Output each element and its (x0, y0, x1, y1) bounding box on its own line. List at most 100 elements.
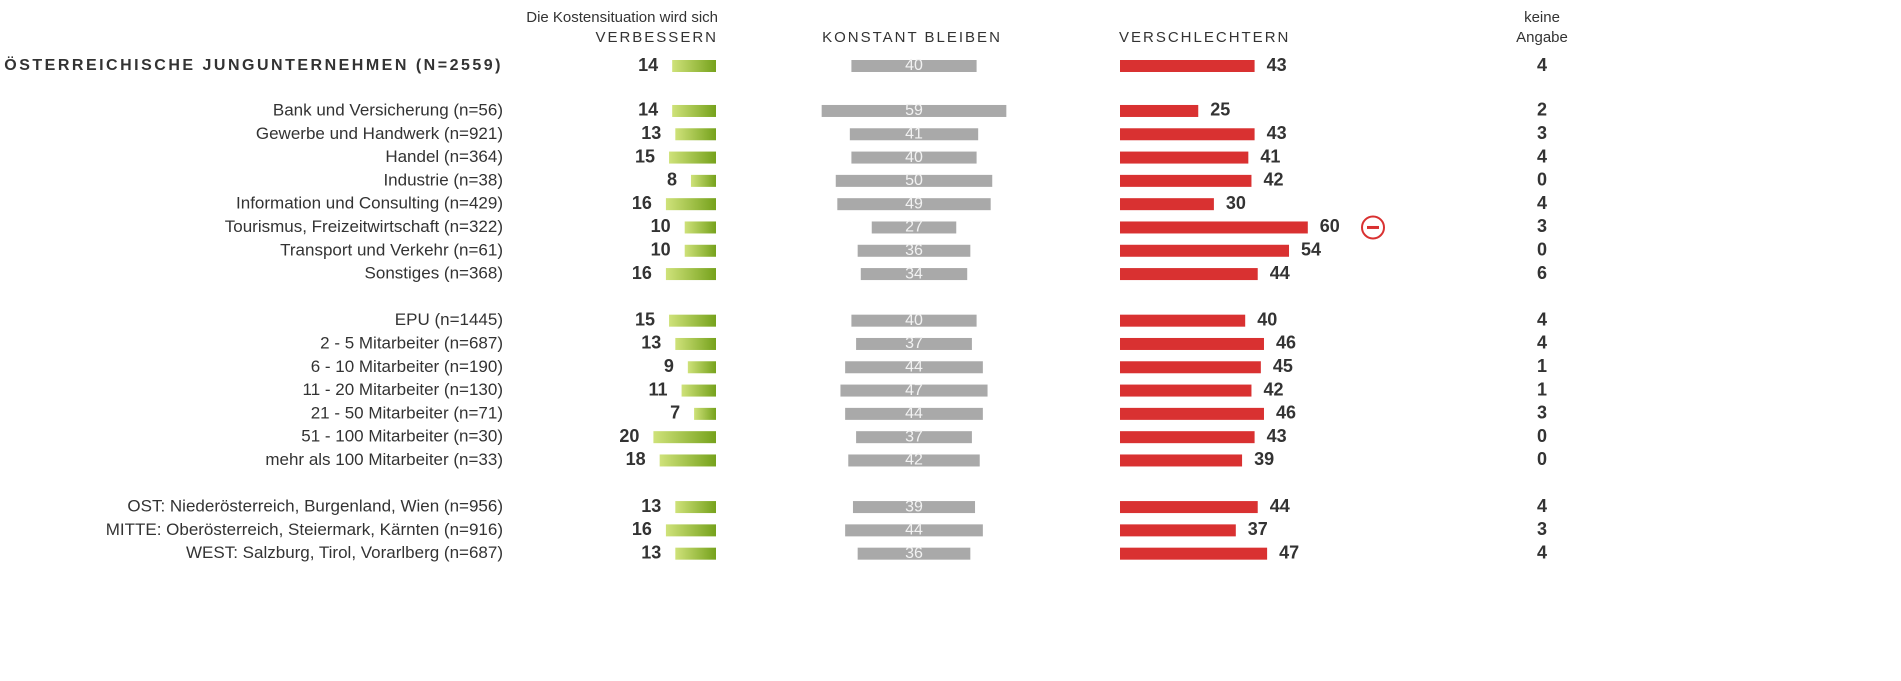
bar-konstant (857, 244, 971, 257)
bar-verbessern (675, 547, 716, 560)
value-verbessern: 11 (649, 379, 668, 399)
value-keine-angabe: 4 (1537, 309, 1547, 329)
bar-verbessern (690, 174, 716, 187)
bar-konstant (857, 547, 971, 560)
bar-verbessern (675, 128, 716, 141)
bar-verschlechtern (1120, 60, 1255, 72)
value-konstant: 44 (905, 358, 923, 375)
value-konstant: 42 (905, 452, 923, 469)
value-konstant: 59 (905, 102, 923, 119)
category-label: WEST: Salzburg, Tirol, Vorarlberg (n=687… (186, 543, 503, 562)
value-verbessern: 13 (641, 123, 661, 143)
bar-konstant (851, 60, 977, 72)
category-label: 11 - 20 Mitarbeiter (n=130) (303, 380, 503, 399)
bar-verbessern (653, 431, 716, 444)
category-label: Transport und Verkehr (n=61) (280, 240, 503, 259)
value-verschlechtern: 44 (1270, 263, 1290, 283)
value-keine-angabe: 4 (1537, 333, 1547, 353)
bar-verschlechtern (1120, 174, 1252, 187)
bar-verbessern (665, 524, 716, 537)
bar-konstant (852, 501, 976, 514)
value-verschlechtern: 41 (1260, 146, 1280, 166)
bar-verbessern (684, 244, 716, 257)
category-label: Gewerbe und Handwerk (n=921) (256, 124, 503, 143)
bar-konstant (845, 524, 983, 537)
value-konstant: 44 (905, 522, 923, 539)
bar-verbessern (672, 104, 716, 117)
value-keine-angabe: 2 (1537, 100, 1547, 120)
value-keine-angabe: 1 (1537, 356, 1547, 376)
bar-konstant (851, 151, 977, 164)
bar-verschlechtern (1120, 104, 1199, 117)
value-keine-angabe: 0 (1537, 449, 1547, 469)
value-verschlechtern: 43 (1267, 123, 1287, 143)
bar-konstant (851, 314, 977, 327)
bar-verbessern (681, 384, 716, 397)
bar-konstant (849, 128, 979, 141)
bar-verbessern (669, 151, 716, 164)
value-verbessern: 8 (667, 170, 677, 190)
value-verschlechtern: 60 (1320, 216, 1340, 236)
bar-verschlechtern (1120, 198, 1214, 211)
alert-icon (1361, 215, 1385, 240)
value-keine-angabe: 0 (1537, 426, 1547, 446)
value-verbessern: 14 (638, 100, 658, 120)
value-keine-angabe: 3 (1537, 216, 1547, 236)
value-konstant: 40 (905, 312, 923, 329)
value-konstant: 47 (905, 382, 923, 399)
bar-konstant (821, 104, 1007, 117)
value-keine-angabe: 4 (1537, 496, 1547, 516)
category-label: Handel (n=364) (385, 147, 503, 166)
value-konstant: 36 (905, 242, 923, 259)
category-label: 6 - 10 Mitarbeiter (n=190) (311, 357, 503, 376)
bar-konstant (860, 268, 968, 281)
category-label: Tourismus, Freizeitwirtschaft (n=322) (225, 217, 503, 236)
bar-konstant (835, 174, 993, 187)
category-label: Bank und Versicherung (n=56) (273, 100, 503, 119)
value-konstant: 44 (905, 405, 923, 422)
value-verschlechtern: 42 (1263, 170, 1283, 190)
category-label: OST: Niederösterreich, Burgenland, Wien … (127, 497, 503, 516)
value-keine-angabe: 0 (1537, 240, 1547, 260)
value-konstant: 40 (905, 57, 923, 74)
legend-keine-angabe: keine Angabe (1516, 9, 1568, 46)
category-label: Information und Consulting (n=429) (236, 194, 503, 213)
value-verbessern: 7 (670, 403, 680, 423)
legend-verbessern: VERBESSERN (595, 29, 718, 46)
value-verbessern: 15 (635, 146, 655, 166)
bar-verschlechtern (1120, 314, 1246, 327)
value-verbessern: 10 (651, 216, 671, 236)
value-verschlechtern: 40 (1257, 309, 1277, 329)
bar-verschlechtern (1120, 431, 1255, 444)
value-verschlechtern: 39 (1254, 449, 1274, 469)
bar-verschlechtern (1120, 151, 1249, 164)
value-konstant: 34 (905, 265, 923, 282)
bar-verschlechtern (1120, 407, 1264, 420)
value-verschlechtern: 30 (1226, 193, 1246, 213)
value-verschlechtern: 42 (1263, 379, 1283, 399)
value-keine-angabe: 0 (1537, 170, 1547, 190)
value-verbessern: 16 (632, 519, 652, 539)
bar-verbessern (665, 268, 716, 281)
bar-verschlechtern (1120, 524, 1236, 537)
value-keine-angabe: 6 (1537, 263, 1547, 283)
value-verbessern: 13 (641, 542, 661, 562)
bar-konstant (845, 407, 983, 420)
value-konstant: 27 (905, 219, 923, 236)
value-keine-angabe: 3 (1537, 519, 1547, 539)
bar-verbessern (687, 361, 716, 374)
value-konstant: 39 (905, 498, 923, 515)
category-label: Sonstiges (n=368) (365, 264, 503, 283)
value-verschlechtern: 46 (1276, 403, 1296, 423)
value-verschlechtern: 43 (1267, 426, 1287, 446)
value-verbessern: 14 (638, 55, 658, 75)
value-verschlechtern: 25 (1210, 100, 1230, 120)
value-verschlechtern: 54 (1301, 240, 1321, 260)
value-verbessern: 16 (632, 263, 652, 283)
value-konstant: 40 (905, 149, 923, 166)
bar-verschlechtern (1120, 501, 1258, 514)
legend-verschlechtern: VERSCHLECHTERN (1119, 29, 1290, 46)
bar-konstant (837, 198, 991, 211)
